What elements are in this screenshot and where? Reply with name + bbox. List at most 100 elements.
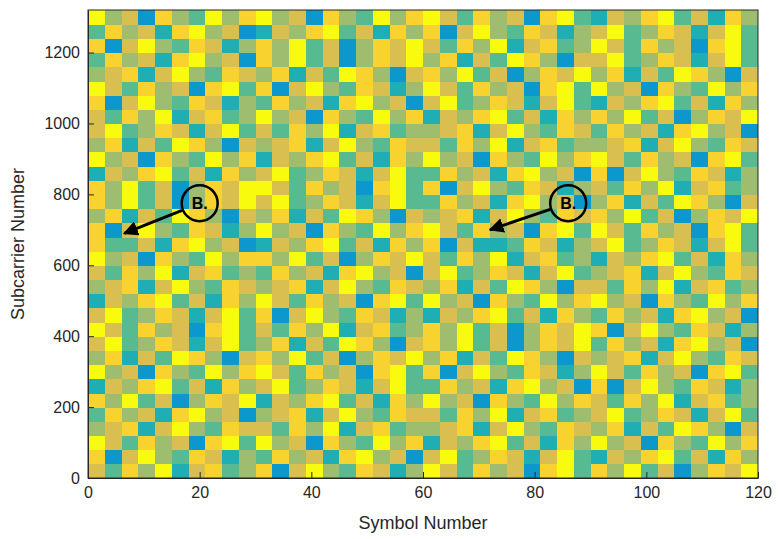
tick-label: 1000: [44, 115, 80, 132]
heatmap-cell: [607, 53, 624, 68]
heatmap-cell: [406, 152, 423, 167]
tick-label: 0: [84, 484, 93, 501]
heatmap-cell: [222, 123, 239, 138]
heatmap-cell: [624, 365, 641, 380]
heatmap-cell: [540, 435, 557, 450]
heatmap-cell: [406, 464, 423, 478]
heatmap-cell: [557, 123, 574, 138]
heatmap-cell: [440, 67, 457, 82]
heatmap-cell: [406, 294, 423, 309]
heatmap-cell: [423, 152, 440, 167]
heatmap-cell: [272, 138, 289, 153]
heatmap-cell: [390, 464, 407, 478]
heatmap-cell: [239, 365, 256, 380]
heatmap-cell: [490, 38, 507, 53]
heatmap-cell: [390, 95, 407, 110]
heatmap-cell: [339, 138, 356, 153]
heatmap-cell: [607, 322, 624, 337]
heatmap-cell: [239, 123, 256, 138]
heatmap-cell: [457, 67, 474, 82]
heatmap-cell: [222, 67, 239, 82]
heatmap-cell: [524, 38, 541, 53]
heatmap-cell: [423, 350, 440, 365]
heatmap-cell: [591, 223, 608, 238]
heatmap-cell: [574, 138, 591, 153]
heatmap-cell: [473, 138, 490, 153]
annotations: B.B.: [124, 185, 586, 233]
heatmap-cell: [406, 308, 423, 323]
heatmap-cell: [641, 308, 658, 323]
heatmap-cell: [222, 464, 239, 478]
heatmap-cell: [708, 450, 725, 465]
heatmap-cell: [272, 407, 289, 422]
heatmap-cell: [674, 138, 691, 153]
heatmap-cell: [708, 152, 725, 167]
heatmap-cell: [172, 322, 189, 337]
heatmap-cell: [507, 279, 524, 294]
heatmap-cell: [239, 279, 256, 294]
heatmap-cell: [172, 407, 189, 422]
heatmap-cell: [323, 379, 340, 394]
heatmap-cell: [390, 379, 407, 394]
heatmap-cell: [189, 53, 206, 68]
heatmap-cell: [557, 24, 574, 39]
heatmap-cell: [406, 365, 423, 380]
heatmap-cell: [323, 152, 340, 167]
heatmap-cell: [122, 152, 139, 167]
heatmap-cell: [741, 435, 758, 450]
heatmap-cell: [591, 237, 608, 252]
heatmap-cell: [440, 336, 457, 351]
heatmap-cell: [524, 53, 541, 68]
heatmap-cell: [323, 223, 340, 238]
heatmap-cell: [507, 194, 524, 209]
heatmap-cell: [122, 294, 139, 309]
heatmap-cell: [624, 279, 641, 294]
heatmap-cell: [457, 152, 474, 167]
heatmap-cell: [373, 450, 390, 465]
heatmap-cell: [557, 450, 574, 465]
heatmap-cell: [373, 194, 390, 209]
heatmap-cell: [490, 464, 507, 478]
heatmap-cell: [356, 393, 373, 408]
heatmap-cell: [138, 38, 155, 53]
heatmap-cell: [691, 152, 708, 167]
heatmap-cell: [741, 237, 758, 252]
heatmap-cell: [540, 123, 557, 138]
heatmap-cell: [658, 138, 675, 153]
heatmap-cell: [574, 450, 591, 465]
heatmap-cell: [390, 194, 407, 209]
heatmap-cell: [323, 95, 340, 110]
heatmap-cell: [624, 81, 641, 96]
heatmap-cell: [574, 464, 591, 478]
heatmap-cell: [591, 24, 608, 39]
heatmap-cell: [222, 336, 239, 351]
tick-mark: [88, 123, 94, 124]
heatmap-cell: [574, 237, 591, 252]
heatmap-cell: [591, 251, 608, 266]
heatmap-cell: [741, 223, 758, 238]
heatmap-cell: [172, 393, 189, 408]
heatmap-cell: [708, 194, 725, 209]
heatmap-cell: [88, 350, 105, 365]
heatmap-cell: [574, 152, 591, 167]
heatmap-cell: [524, 81, 541, 96]
heatmap-cell: [540, 464, 557, 478]
heatmap-cell: [574, 265, 591, 280]
heatmap-cell: [172, 336, 189, 351]
heatmap-cell: [591, 67, 608, 82]
heatmap-cell: [122, 251, 139, 266]
heatmap-cell: [691, 365, 708, 380]
heatmap-cell: [105, 265, 122, 280]
heatmap-cell: [306, 209, 323, 224]
heatmap-cell: [289, 279, 306, 294]
heatmap-cell: [155, 53, 172, 68]
tick-label: 120: [745, 484, 772, 501]
heatmap-cell: [306, 294, 323, 309]
tick-mark: [88, 336, 94, 337]
heatmap-cell: [306, 379, 323, 394]
heatmap-cell: [390, 322, 407, 337]
heatmap-cell: [356, 138, 373, 153]
heatmap-cell: [239, 166, 256, 181]
heatmap-cell: [390, 279, 407, 294]
heatmap-cell: [741, 180, 758, 195]
